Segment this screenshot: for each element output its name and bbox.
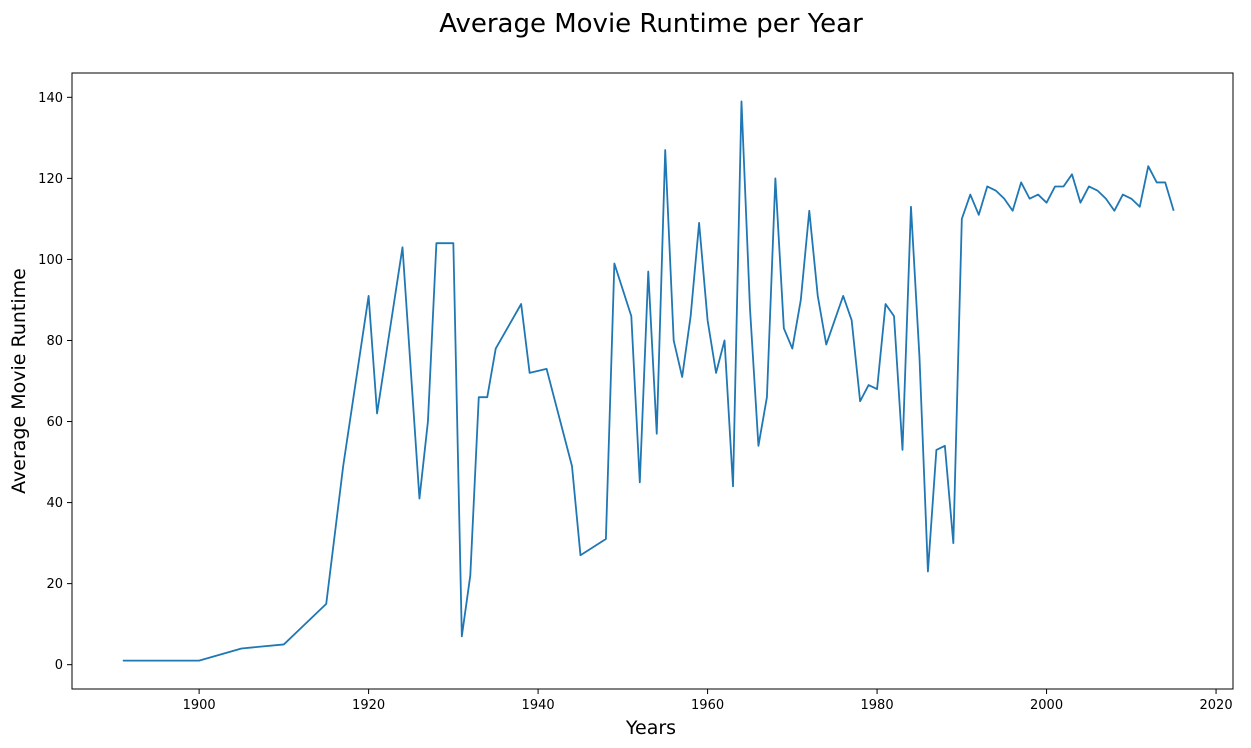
x-tick-label: 1920: [352, 698, 385, 713]
y-tick-label: 120: [38, 172, 63, 187]
y-tick-label: 60: [46, 415, 63, 430]
x-tick-label: 2020: [1200, 698, 1233, 713]
series-line-0: [122, 100, 1175, 662]
y-tick-label: 80: [46, 334, 63, 349]
chart-title: Average Movie Runtime per Year: [439, 9, 863, 39]
y-axis-label: Average Movie Runtime: [8, 268, 30, 494]
y-tick-label: 40: [46, 496, 63, 511]
y-tick-label: 100: [38, 253, 63, 268]
y-tick-label: 140: [38, 91, 63, 106]
y-tick-label: 0: [55, 658, 63, 673]
x-tick-label: 2000: [1030, 698, 1063, 713]
x-tick-label: 1940: [522, 698, 555, 713]
x-tick-label: 1900: [183, 698, 216, 713]
x-axis-label: Years: [625, 717, 676, 739]
x-tick-label: 1960: [691, 698, 724, 713]
x-axis: 1900 1920 1940 1960 1980 2000 2020: [183, 689, 1233, 713]
y-axis: 0 20 40 60 80 100 120 140: [38, 91, 72, 673]
x-tick-label: 1980: [861, 698, 894, 713]
plot-area: [71, 72, 1234, 690]
plot-frame: [71, 72, 1234, 690]
y-tick-label: 20: [46, 577, 63, 592]
